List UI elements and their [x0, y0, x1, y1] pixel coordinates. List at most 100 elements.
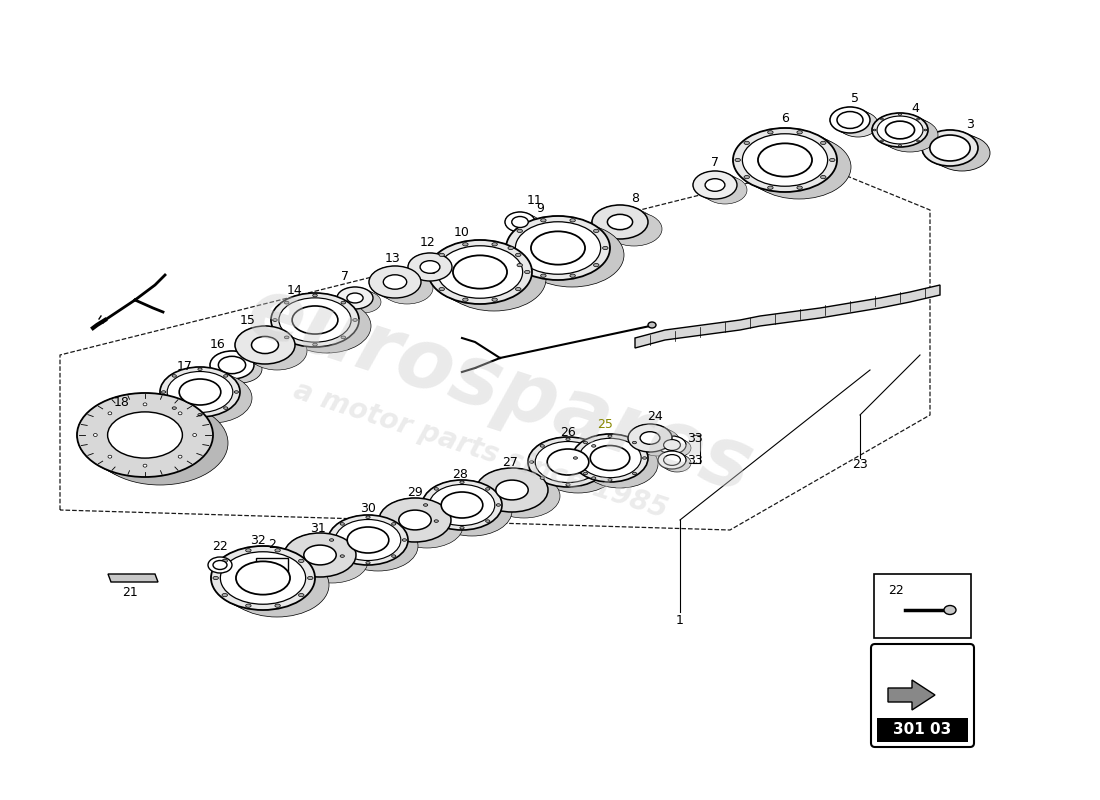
Ellipse shape	[463, 298, 469, 302]
Ellipse shape	[517, 230, 522, 233]
Ellipse shape	[214, 353, 258, 381]
Ellipse shape	[879, 116, 935, 150]
Ellipse shape	[211, 546, 315, 610]
Ellipse shape	[429, 484, 508, 534]
Ellipse shape	[575, 436, 651, 484]
Ellipse shape	[353, 318, 358, 322]
Ellipse shape	[607, 214, 632, 230]
Ellipse shape	[640, 432, 660, 444]
Ellipse shape	[508, 214, 538, 234]
Ellipse shape	[220, 552, 306, 604]
Polygon shape	[108, 574, 158, 582]
Ellipse shape	[928, 133, 984, 169]
Ellipse shape	[424, 504, 428, 506]
Ellipse shape	[178, 412, 182, 414]
Ellipse shape	[744, 175, 749, 178]
Ellipse shape	[916, 140, 920, 142]
Ellipse shape	[94, 434, 97, 437]
Ellipse shape	[438, 245, 541, 309]
Ellipse shape	[82, 396, 218, 480]
Ellipse shape	[540, 445, 544, 447]
Ellipse shape	[632, 426, 676, 454]
Ellipse shape	[517, 263, 522, 266]
Ellipse shape	[583, 472, 587, 474]
Ellipse shape	[285, 302, 289, 304]
Ellipse shape	[223, 407, 228, 410]
Ellipse shape	[275, 549, 280, 552]
Ellipse shape	[592, 477, 596, 479]
Ellipse shape	[328, 515, 408, 565]
Ellipse shape	[830, 107, 870, 133]
Ellipse shape	[768, 130, 773, 134]
Ellipse shape	[880, 140, 883, 142]
Ellipse shape	[837, 111, 864, 129]
Ellipse shape	[279, 298, 351, 342]
Ellipse shape	[529, 461, 534, 463]
Ellipse shape	[738, 130, 842, 194]
Ellipse shape	[340, 522, 344, 525]
Ellipse shape	[222, 594, 228, 597]
Ellipse shape	[512, 217, 528, 227]
Ellipse shape	[510, 218, 615, 282]
Ellipse shape	[375, 269, 427, 301]
Ellipse shape	[528, 437, 608, 487]
Ellipse shape	[434, 488, 439, 490]
Ellipse shape	[348, 527, 388, 553]
Ellipse shape	[198, 414, 202, 416]
Ellipse shape	[608, 435, 612, 438]
Ellipse shape	[283, 299, 371, 353]
Ellipse shape	[432, 486, 512, 536]
Text: 6: 6	[781, 111, 789, 125]
Text: 4: 4	[911, 102, 918, 114]
Ellipse shape	[505, 212, 535, 232]
Ellipse shape	[275, 295, 363, 349]
Ellipse shape	[426, 482, 505, 532]
Ellipse shape	[172, 374, 176, 377]
Ellipse shape	[210, 351, 254, 379]
Ellipse shape	[547, 449, 589, 475]
Text: 29: 29	[407, 486, 422, 498]
Text: 17: 17	[177, 359, 192, 373]
Ellipse shape	[108, 412, 183, 458]
Ellipse shape	[594, 230, 600, 233]
Ellipse shape	[87, 398, 223, 482]
Text: 23: 23	[852, 458, 868, 471]
Ellipse shape	[392, 522, 396, 525]
Ellipse shape	[167, 371, 233, 413]
Ellipse shape	[512, 215, 541, 235]
Ellipse shape	[838, 111, 878, 137]
Ellipse shape	[660, 438, 689, 455]
Text: eurospares: eurospares	[236, 270, 763, 510]
Ellipse shape	[399, 510, 431, 530]
Ellipse shape	[172, 407, 176, 410]
Ellipse shape	[222, 559, 228, 562]
Ellipse shape	[821, 175, 826, 178]
Ellipse shape	[570, 274, 575, 278]
Ellipse shape	[92, 401, 228, 485]
Ellipse shape	[213, 561, 227, 570]
Ellipse shape	[922, 130, 978, 166]
Ellipse shape	[608, 478, 612, 481]
Ellipse shape	[337, 287, 373, 309]
Ellipse shape	[271, 293, 359, 347]
Ellipse shape	[328, 515, 408, 565]
Ellipse shape	[663, 454, 681, 466]
Ellipse shape	[162, 390, 166, 394]
Ellipse shape	[658, 451, 686, 469]
Ellipse shape	[570, 218, 575, 222]
Ellipse shape	[565, 483, 570, 486]
Ellipse shape	[164, 369, 244, 419]
Ellipse shape	[210, 351, 254, 379]
Ellipse shape	[293, 306, 338, 334]
FancyBboxPatch shape	[874, 574, 971, 638]
Ellipse shape	[944, 606, 956, 614]
Ellipse shape	[531, 231, 585, 265]
Ellipse shape	[565, 438, 570, 441]
Ellipse shape	[636, 428, 680, 456]
Text: 301 03: 301 03	[893, 722, 952, 738]
Ellipse shape	[341, 289, 377, 311]
Ellipse shape	[345, 291, 381, 313]
Ellipse shape	[408, 253, 452, 281]
Ellipse shape	[296, 539, 369, 583]
Ellipse shape	[337, 287, 373, 309]
